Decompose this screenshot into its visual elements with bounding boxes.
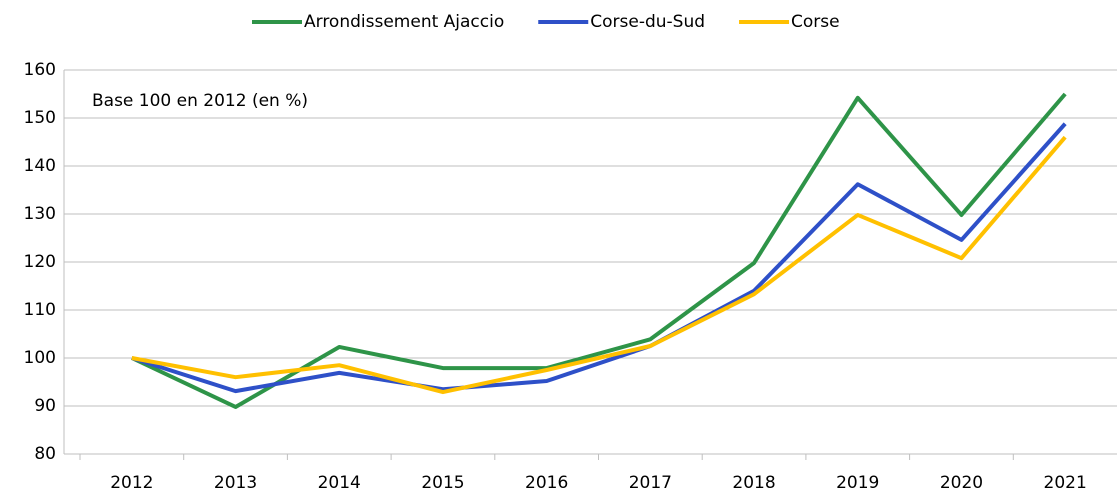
x-tick-label: 2014: [318, 473, 361, 493]
y-tick-label: 140: [24, 156, 56, 176]
x-tick-label: 2013: [214, 473, 257, 493]
y-tick-label: 80: [34, 444, 56, 464]
series-line: [130, 92, 1067, 409]
y-tick-label: 160: [24, 60, 56, 80]
x-tick-label: 2012: [110, 473, 153, 493]
y-tick-label: 150: [24, 108, 56, 128]
y-tick-label: 120: [24, 252, 56, 272]
legend-label: Corse: [791, 12, 840, 32]
y-tick-label: 90: [34, 396, 56, 416]
y-tick-label: 110: [24, 300, 56, 320]
y-tick-label: 100: [24, 348, 56, 368]
x-tick-label: 2021: [1044, 473, 1087, 493]
annotation: Base 100 en 2012 (en %): [92, 91, 308, 111]
series-line: [131, 135, 1067, 395]
series-line: [131, 122, 1067, 394]
x-tick-label: 2016: [525, 473, 568, 493]
x-tick-label: 2017: [629, 473, 672, 493]
x-tick-label: 2019: [836, 473, 879, 493]
x-tick-label: 2015: [421, 473, 464, 493]
x-tick-label: 2018: [732, 473, 775, 493]
y-tick-label: 130: [24, 204, 56, 224]
x-tick-label: 2020: [940, 473, 983, 493]
legend-label: Arrondissement Ajaccio: [304, 12, 504, 32]
legend-label: Corse-du-Sud: [590, 12, 705, 32]
